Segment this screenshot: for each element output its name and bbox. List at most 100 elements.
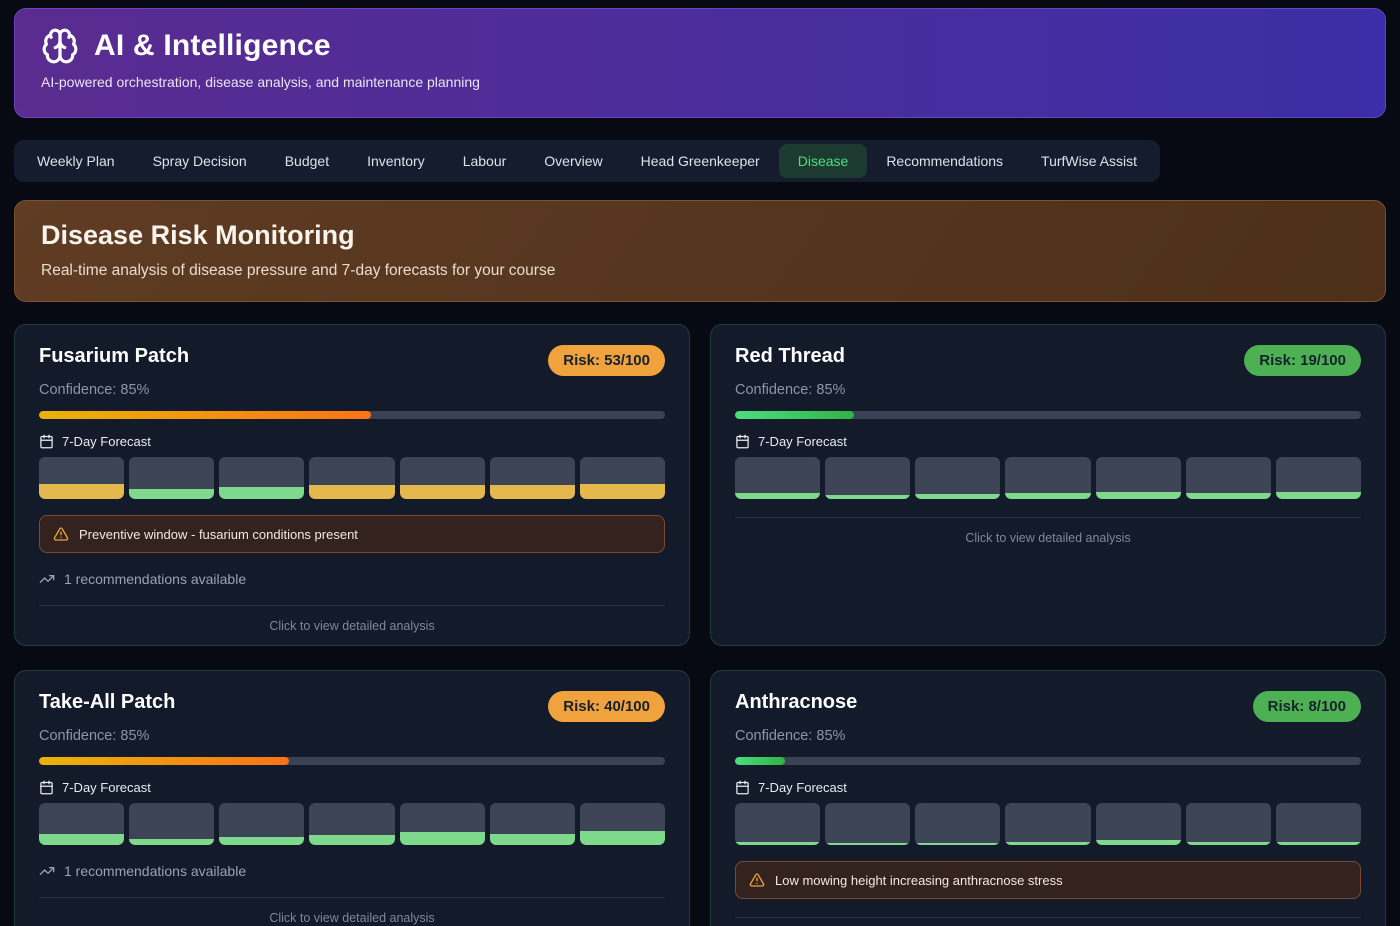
warning-text: Preventive window - fusarium conditions …: [79, 526, 358, 542]
forecast-days-row: [735, 803, 1361, 845]
risk-progress-track: [735, 411, 1361, 419]
detail-hint: Click to view detailed analysis: [269, 619, 435, 633]
tab-budget[interactable]: Budget: [284, 153, 330, 169]
forecast-day-risk-bar: [579, 831, 665, 845]
forecast-day-risk-bar: [735, 493, 821, 499]
forecast-label: 7-Day Forecast: [758, 780, 847, 795]
forecast-day: [1005, 457, 1091, 499]
forecast-day: [219, 803, 305, 845]
calendar-icon: [39, 434, 54, 449]
forecast-day-risk-bar: [399, 484, 485, 499]
warning-banner: Low mowing height increasing anthracnose…: [735, 861, 1361, 899]
forecast-day-risk-bar: [39, 834, 125, 845]
disease-card-take-all-patch[interactable]: Take-All Patch Risk: 40/100 Confidence: …: [14, 670, 690, 926]
forecast-day: [1275, 803, 1361, 845]
banner-subtitle: Real-time analysis of disease pressure a…: [41, 262, 556, 279]
disease-card-anthracnose[interactable]: Anthracnose Risk: 8/100 Confidence: 85% …: [710, 670, 1386, 926]
tab-turfwise-assist[interactable]: TurfWise Assist: [1041, 153, 1137, 169]
forecast-day: [129, 803, 215, 845]
tab-recommendations[interactable]: Recommendations: [886, 153, 1004, 169]
forecast-day-risk-bar: [399, 832, 485, 845]
tab-inventory[interactable]: Inventory: [367, 153, 425, 169]
disease-card-red-thread[interactable]: Red Thread Risk: 19/100 Confidence: 85% …: [710, 324, 1386, 646]
forecast-day: [489, 457, 575, 499]
tab-weekly-plan[interactable]: Weekly Plan: [37, 153, 115, 169]
forecast-day-risk-bar: [1095, 492, 1181, 499]
forecast-day-risk-bar: [915, 493, 1001, 499]
risk-progress-fill: [735, 757, 786, 765]
page-title: AI & Intelligence: [94, 29, 331, 62]
forecast-day: [825, 803, 911, 845]
alert-triangle-icon: [749, 872, 765, 888]
disease-name: Take-All Patch: [39, 691, 176, 713]
tab-overview[interactable]: Overview: [544, 153, 603, 169]
divider: [735, 917, 1361, 918]
disease-risk-banner: Disease Risk Monitoring Real-time analys…: [14, 200, 1386, 302]
forecast-day-risk-bar: [1005, 841, 1091, 845]
forecast-day: [1275, 457, 1361, 499]
forecast-day: [825, 457, 911, 499]
forecast-day-risk-bar: [219, 837, 305, 845]
page-header: AI & Intelligence AI-powered orchestrati…: [14, 8, 1386, 118]
brain-icon: [41, 27, 79, 65]
trending-up-icon: [39, 863, 55, 879]
forecast-days-row: [39, 457, 665, 499]
forecast-day: [579, 457, 665, 499]
forecast-day: [1095, 457, 1181, 499]
forecast-header: 7-Day Forecast: [735, 434, 1361, 449]
tab-bar: Weekly Plan Spray Decision Budget Inventory…: [14, 140, 1160, 182]
forecast-day-risk-bar: [915, 842, 1001, 845]
recommendations-text: 1 recommendations available: [64, 863, 247, 879]
forecast-day-risk-bar: [309, 835, 395, 845]
disease-cards-grid: Fusarium Patch Risk: 53/100 Confidence: …: [14, 324, 1386, 926]
forecast-day-risk-bar: [129, 838, 215, 845]
forecast-day: [1095, 803, 1181, 845]
disease-name: Red Thread: [735, 345, 846, 367]
disease-card-fusarium-patch[interactable]: Fusarium Patch Risk: 53/100 Confidence: …: [14, 324, 690, 646]
tab-head-greenkeeper[interactable]: Head Greenkeeper: [640, 153, 760, 169]
recommendations-row: 1 recommendations available: [39, 863, 665, 879]
confidence-text: Confidence: 85%: [39, 382, 150, 398]
forecast-day: [1185, 803, 1271, 845]
forecast-label: 7-Day Forecast: [758, 434, 847, 449]
forecast-day: [489, 803, 575, 845]
forecast-day: [309, 457, 395, 499]
forecast-day-risk-bar: [129, 488, 215, 499]
forecast-days-row: [735, 457, 1361, 499]
risk-progress-track: [735, 757, 1361, 765]
page-subtitle: AI-powered orchestration, disease analys…: [41, 74, 480, 90]
forecast-day-risk-bar: [489, 833, 575, 845]
forecast-day-risk-bar: [579, 483, 665, 499]
forecast-day-risk-bar: [1185, 842, 1271, 845]
forecast-label: 7-Day Forecast: [62, 434, 151, 449]
calendar-icon: [39, 780, 54, 795]
forecast-header: 7-Day Forecast: [39, 434, 665, 449]
forecast-day: [129, 457, 215, 499]
forecast-day: [579, 803, 665, 845]
forecast-day: [39, 457, 125, 499]
forecast-day-risk-bar: [309, 484, 395, 499]
risk-progress-track: [39, 757, 665, 765]
forecast-day: [219, 457, 305, 499]
tab-labour[interactable]: Labour: [462, 153, 507, 169]
confidence-text: Confidence: 85%: [39, 728, 150, 744]
risk-badge: Risk: 40/100: [548, 691, 665, 722]
banner-title: Disease Risk Monitoring: [41, 220, 355, 250]
forecast-header: 7-Day Forecast: [735, 780, 1361, 795]
tab-disease[interactable]: Disease: [778, 144, 868, 178]
confidence-text: Confidence: 85%: [735, 382, 846, 398]
risk-progress-fill: [39, 411, 371, 419]
forecast-day: [399, 803, 485, 845]
forecast-day-risk-bar: [219, 487, 305, 499]
risk-progress-fill: [735, 411, 854, 419]
detail-hint: Click to view detailed analysis: [965, 531, 1131, 545]
tab-spray-decision[interactable]: Spray Decision: [152, 153, 247, 169]
disease-name: Fusarium Patch: [39, 345, 190, 367]
forecast-day: [1185, 457, 1271, 499]
alert-triangle-icon: [53, 526, 69, 542]
divider: [39, 605, 665, 606]
risk-progress-fill: [39, 757, 290, 765]
forecast-day: [309, 803, 395, 845]
confidence-text: Confidence: 85%: [735, 728, 846, 744]
forecast-day: [915, 803, 1001, 845]
